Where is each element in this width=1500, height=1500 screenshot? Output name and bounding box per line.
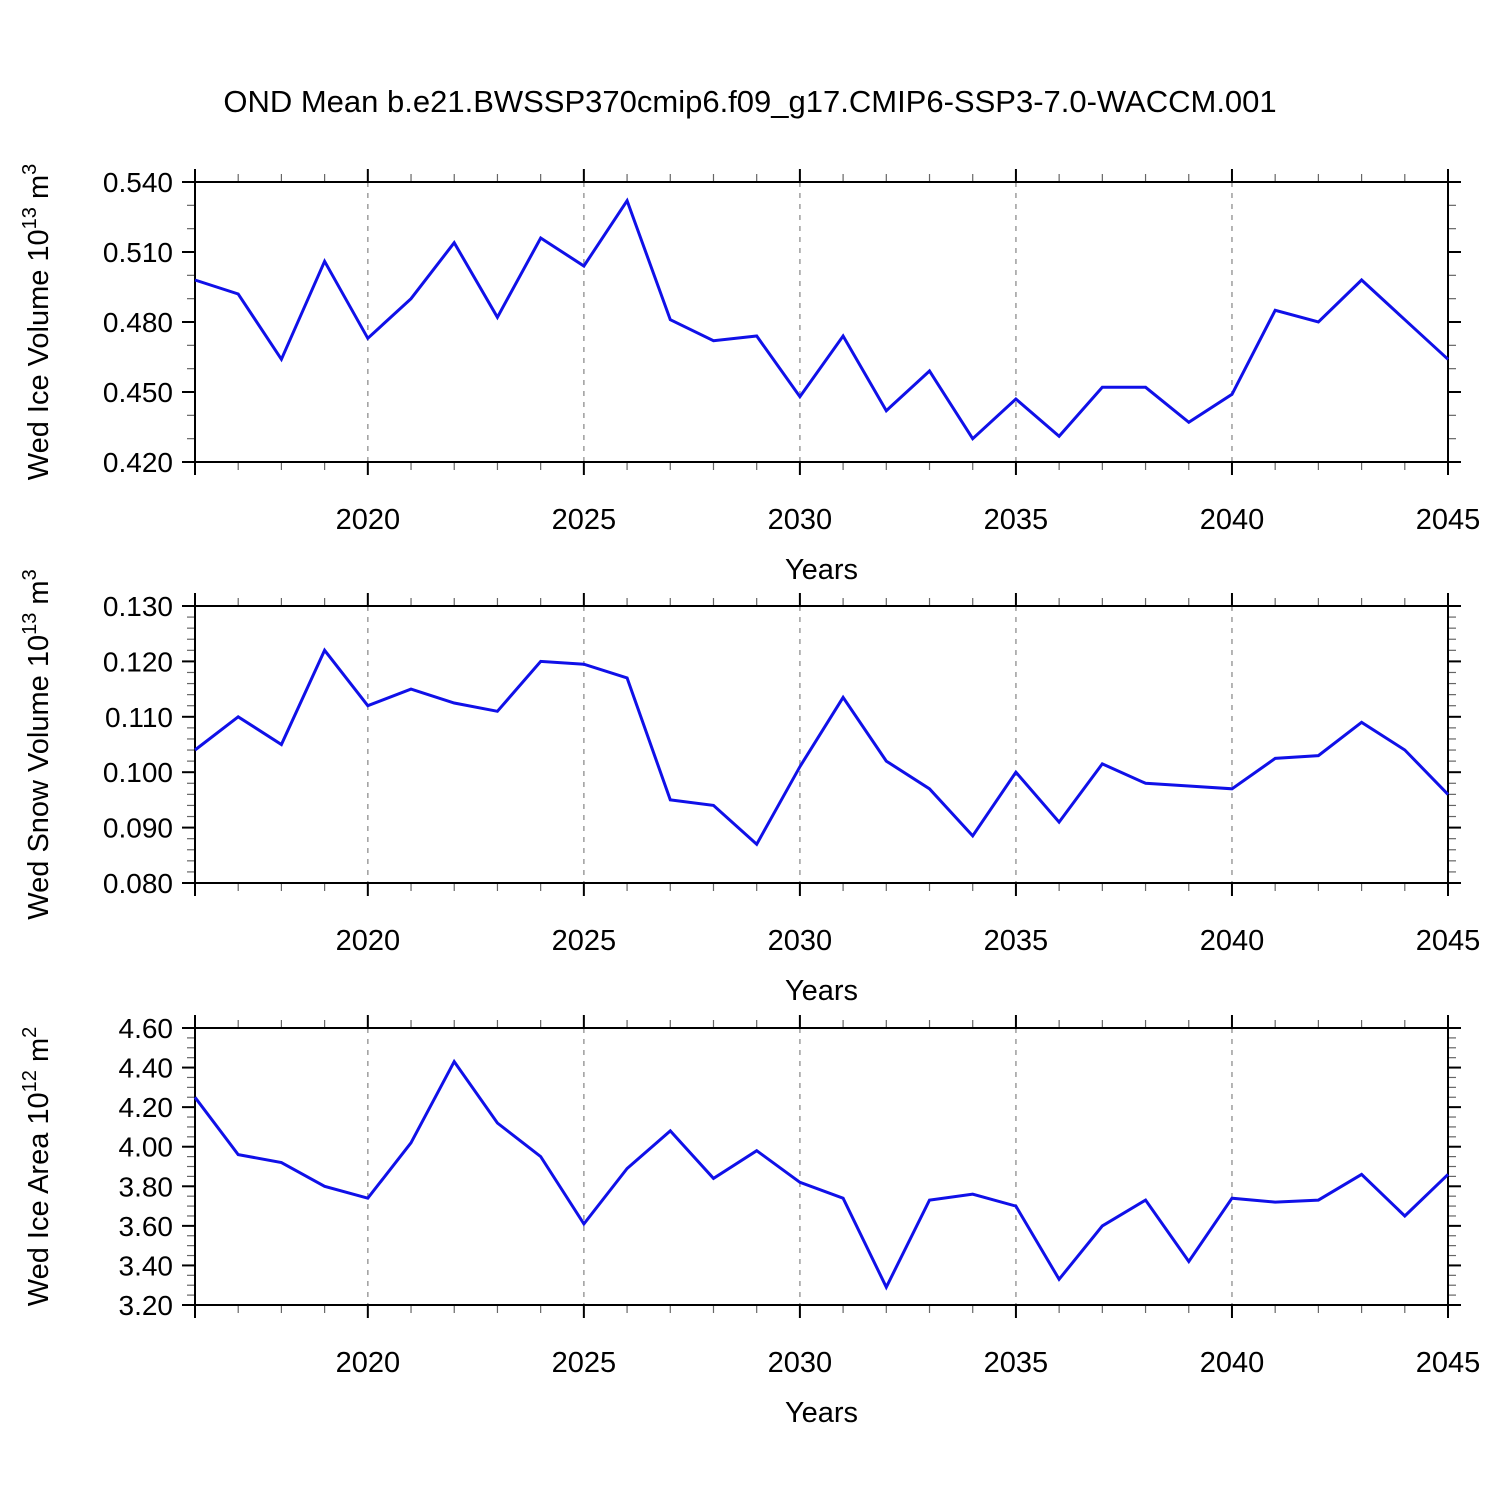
x-tick-label: 2035: [984, 504, 1049, 536]
y-tick-label: 4.60: [119, 1013, 174, 1044]
x-tick-label: 2020: [336, 1347, 401, 1379]
plot-box: [194, 181, 1449, 463]
y-tick-label: 3.20: [119, 1290, 174, 1321]
y-tick-label: 0.110: [105, 702, 173, 733]
y-tick-label: 0.510: [103, 237, 173, 268]
x-axis-label: Years: [785, 554, 858, 586]
y-tick-label: 0.130: [103, 591, 173, 622]
y-tick-label: 0.540: [103, 167, 173, 198]
chart-title: OND Mean b.e21.BWSSP370cmip6.f09_g17.CMI…: [223, 84, 1277, 119]
x-tick-label: 2045: [1416, 504, 1481, 536]
y-axis-label: Wed Ice Area 1012 m2: [19, 1027, 55, 1306]
x-tick-label: 2020: [336, 925, 401, 957]
x-tick-label: 2030: [768, 504, 833, 536]
wed-ice-area-series-line: [193, 1058, 1450, 1291]
x-tick-label: 2030: [768, 925, 833, 957]
y-tick-label: 0.100: [103, 757, 173, 788]
y-axis-label: Wed Ice Volume 1013 m3: [19, 164, 55, 481]
x-tick-label: 2040: [1200, 504, 1265, 536]
x-tick-label: 2035: [984, 925, 1049, 957]
x-tick-label: 2030: [768, 1347, 833, 1379]
plot-box: [194, 605, 1449, 884]
x-tick-label: 2020: [336, 504, 401, 536]
wed-ice-volume-series-line: [194, 197, 1450, 442]
y-axis-label: Wed Snow Volume 1013 m3: [19, 569, 55, 919]
y-tick-label: 4.00: [119, 1132, 174, 1163]
y-tick-label: 0.480: [103, 307, 173, 338]
y-tick-label: 3.40: [119, 1250, 174, 1281]
x-tick-label: 2025: [552, 1347, 617, 1379]
y-tick-label: 4.40: [119, 1053, 174, 1084]
y-tick-label: 0.090: [103, 813, 173, 844]
y-tick-label: 0.120: [103, 646, 173, 677]
panel-wed-ice-area: 3.20 3.40 3.60 3.80 4.00 4.20 4.40 4.60 2020 2025…: [19, 1013, 1480, 1429]
wed-snow-volume-series-line: [194, 647, 1450, 847]
x-tick-label: 2040: [1200, 925, 1265, 957]
y-tick-label: 0.080: [103, 868, 173, 899]
y-tick-label: 0.450: [103, 377, 173, 408]
y-tick-label: 0.420: [103, 447, 173, 478]
x-axis-label: Years: [785, 975, 858, 1007]
plot-box: [194, 1027, 1449, 1306]
x-tick-label: 2045: [1416, 1347, 1481, 1379]
x-tick-label: 2040: [1200, 1347, 1265, 1379]
y-tick-label: 3.80: [119, 1171, 174, 1202]
x-tick-label: 2025: [552, 925, 617, 957]
x-tick-label: 2025: [552, 504, 617, 536]
x-tick-label: 2035: [984, 1347, 1049, 1379]
panel-wed-snow-volume: 0.080 0.090 0.100 0.110 0.120 0.130 2020 2025 20…: [19, 569, 1480, 1007]
panel-wed-ice-volume: 0.420 0.450 0.480 0.510 0.540 2020 2025 2030 203…: [19, 164, 1480, 586]
x-tick-label: 2045: [1416, 925, 1481, 957]
x-axis-label: Years: [785, 1397, 858, 1429]
y-tick-label: 3.60: [119, 1211, 174, 1242]
y-tick-label: 4.20: [119, 1092, 174, 1123]
